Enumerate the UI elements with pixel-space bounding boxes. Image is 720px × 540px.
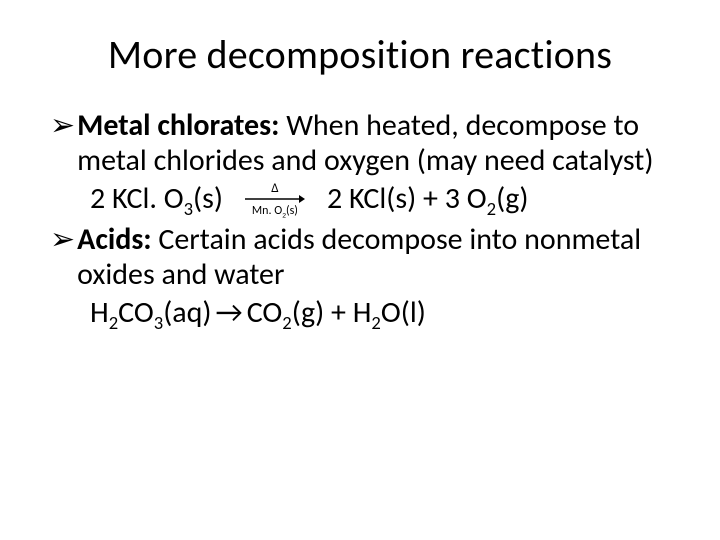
subscript: 2 [109, 311, 118, 334]
subscript: 2 [371, 311, 380, 334]
coef: 3 [445, 180, 460, 217]
slide-title: More decomposition reactions [50, 30, 670, 79]
bullet-arrow-icon: ➢ [50, 223, 75, 292]
state: (g) [496, 180, 528, 217]
species: CO [247, 294, 283, 331]
equation-lhs: H2CO3(aq) [90, 296, 212, 331]
species: O [467, 180, 487, 217]
equation-lhs: 2 KCl. O3(s) [90, 182, 223, 217]
cat-a: Mn. O [252, 204, 282, 218]
state: (aq) [163, 294, 211, 331]
bullet-metal-chlorates: ➢ Metal chlorates: When heated, decompos… [50, 109, 670, 178]
bullet-text: Metal chlorates: When heated, decompose … [77, 109, 670, 178]
species: H [90, 294, 109, 331]
plus: + [324, 294, 353, 331]
species: KCl(s) [349, 180, 416, 217]
plus: + [416, 180, 445, 217]
state: (g) [292, 294, 324, 331]
reaction-arrow: Δ Mn. O2(s) [245, 182, 305, 217]
slide: More decomposition reactions ➢ Metal chl… [0, 0, 720, 540]
coef: 2 [90, 180, 105, 217]
bullet-arrow-icon: ➢ [50, 109, 75, 178]
equation-acid: H2CO3(aq) → CO2(g) + H2O(l) [90, 296, 670, 331]
species: CO [118, 294, 154, 331]
equation-rhs: 2 KCl(s) + 3 O2(g) [327, 182, 529, 217]
subscript: 2 [487, 197, 496, 220]
arrow-catalyst: Mn. O2(s) [252, 205, 298, 217]
slide-body: ➢ Metal chlorates: When heated, decompos… [50, 109, 670, 331]
subscript: 3 [154, 311, 163, 334]
species: KCl. O [112, 180, 184, 217]
species: H [353, 294, 372, 331]
bullet-label: Acids: [77, 221, 151, 258]
coef: 2 [327, 180, 342, 217]
arrow-icon: → [216, 296, 243, 331]
subscript: 2 [282, 311, 291, 334]
subscript: 3 [184, 197, 193, 220]
cat-b: (s) [286, 204, 298, 218]
bullet-label: Metal chlorates: [77, 107, 279, 144]
state: (s) [193, 180, 223, 217]
species: O(l) [381, 294, 426, 331]
bullet-rest: Certain acids decompose into nonmetal ox… [77, 221, 641, 293]
bullet-text: Acids: Certain acids decompose into nonm… [77, 223, 670, 292]
equation-rhs: CO2(g) + H2O(l) [247, 296, 426, 331]
bullet-acids: ➢ Acids: Certain acids decompose into no… [50, 223, 670, 292]
equation-chlorate: 2 KCl. O3(s) Δ Mn. O2(s) 2 KCl(s) + 3 O2… [90, 182, 670, 217]
